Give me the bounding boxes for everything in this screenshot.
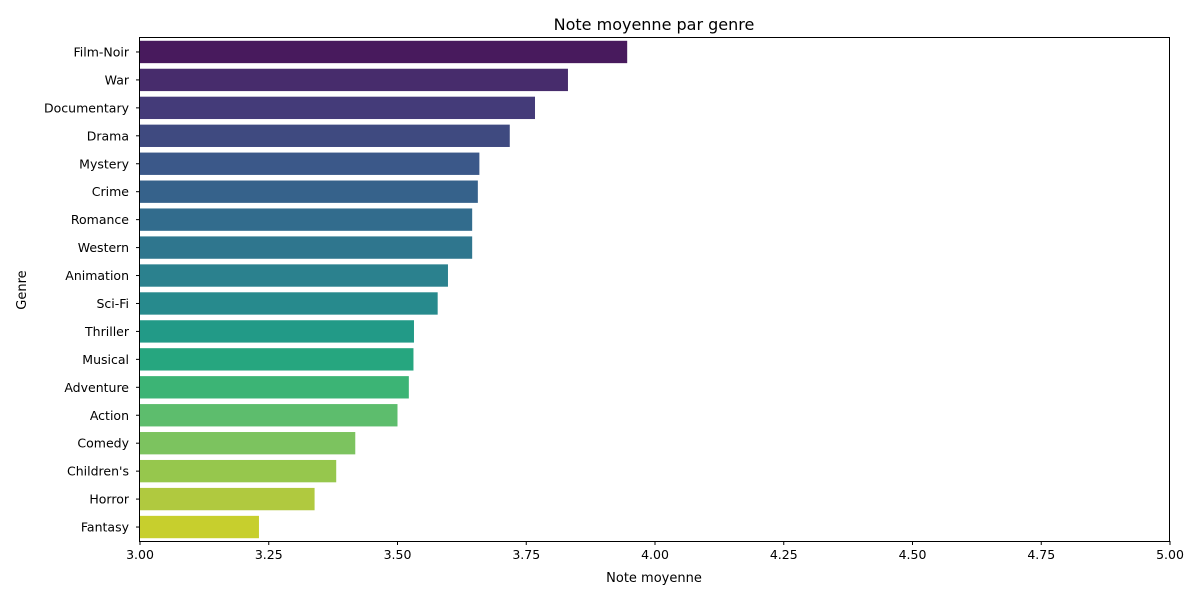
bar-crime: [140, 180, 478, 203]
y-tick-label: Sci-Fi: [96, 296, 129, 311]
x-axis: 3.00 3.25 3.50 3.75 4.00 4.25 4.50 4.75 5.00: [126, 541, 1184, 562]
x-tick-label: 3.50: [384, 547, 412, 562]
bar-western: [140, 236, 473, 259]
bar-mystery: [140, 152, 480, 175]
y-tick-label: Crime: [92, 184, 130, 199]
bar-action: [140, 404, 398, 427]
y-tick-label: Romance: [71, 212, 129, 227]
y-tick-label: Horror: [89, 492, 129, 507]
y-tick-label: Documentary: [44, 100, 130, 115]
x-tick-label: 4.00: [641, 547, 669, 562]
bar-sci-fi: [140, 292, 438, 315]
bar-musical: [140, 348, 414, 371]
y-tick-label: Fantasy: [81, 520, 130, 535]
x-tick-label: 3.25: [255, 547, 283, 562]
x-tick-label: 4.25: [770, 547, 798, 562]
y-tick-label: Action: [90, 408, 129, 423]
chart-title: Note moyenne par genre: [554, 15, 755, 34]
x-tick-label: 5.00: [1156, 547, 1184, 562]
bar-documentary: [140, 96, 536, 120]
x-axis-title: Note moyenne: [606, 571, 702, 586]
plot-frame: [139, 37, 1170, 542]
y-tick-label: Drama: [87, 128, 129, 143]
x-tick-label: 3.75: [512, 547, 540, 562]
bar-horror: [140, 487, 315, 511]
y-axis-title: Genre: [15, 270, 30, 309]
y-tick-label: War: [105, 72, 130, 87]
bar-drama: [140, 124, 510, 147]
x-tick-label: 4.75: [1027, 547, 1055, 562]
bar-fantasy: [140, 515, 259, 539]
y-tick-label: Mystery: [79, 156, 129, 171]
y-tick-label: Musical: [82, 352, 129, 367]
bar-romance: [140, 208, 473, 231]
bar-film-noir: [140, 40, 628, 64]
x-tick-label: 3.00: [126, 547, 154, 562]
y-axis: Film-Noir War Documentary Drama Mystery Crime…: [44, 44, 140, 535]
y-tick-label: Western: [78, 240, 129, 255]
y-tick-label: Children's: [67, 464, 129, 479]
x-tick-label: 4.50: [899, 547, 927, 562]
bar-adventure: [140, 376, 409, 399]
y-tick-label: Adventure: [64, 380, 129, 395]
y-tick-label: Animation: [65, 268, 129, 283]
y-tick-label: Comedy: [77, 436, 129, 451]
bar-children-s: [140, 459, 337, 483]
y-tick-label: Thriller: [84, 324, 130, 339]
bar-comedy: [140, 432, 356, 455]
bar-war: [140, 68, 568, 92]
y-tick-label: Film-Noir: [73, 44, 129, 59]
bar-animation: [140, 264, 448, 287]
bar-thriller: [140, 320, 414, 343]
bars-layer: [140, 40, 628, 539]
